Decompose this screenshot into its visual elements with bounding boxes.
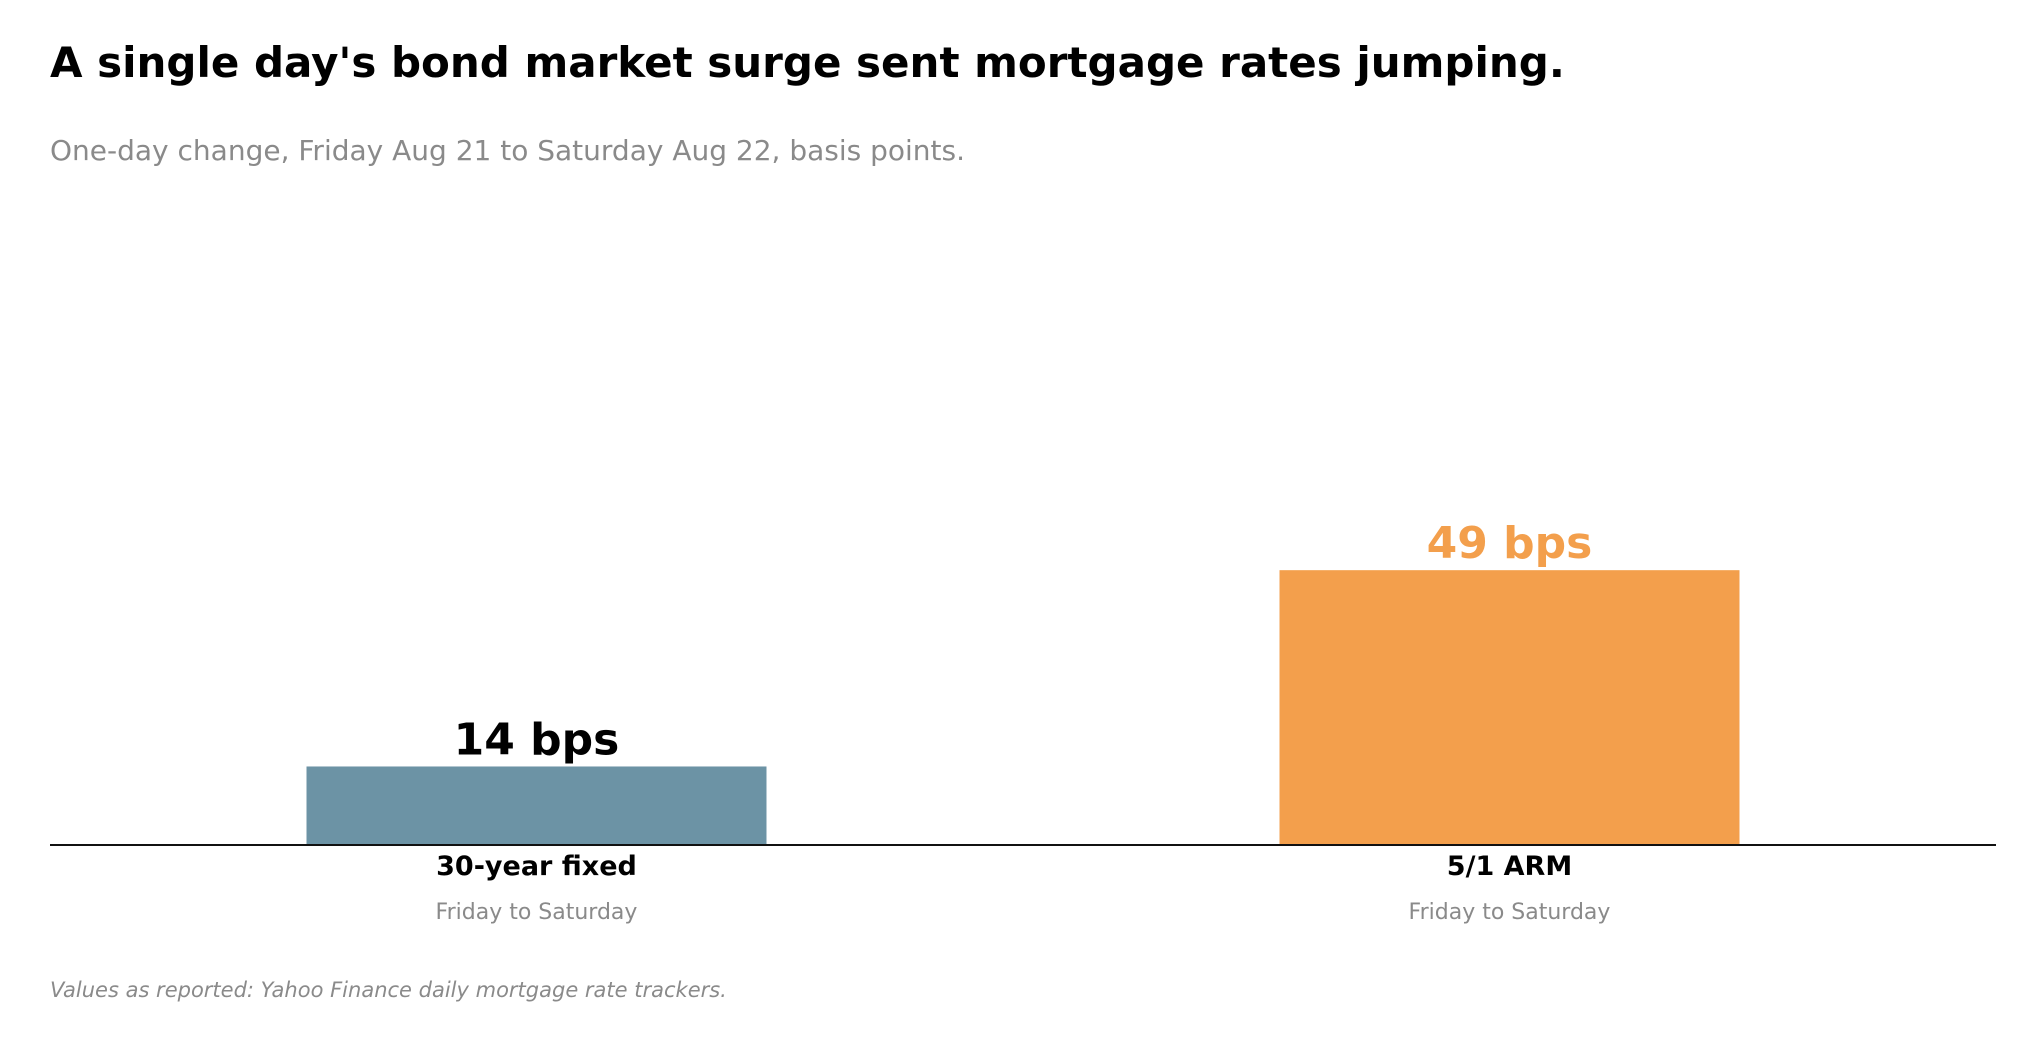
category-label-1: 5/1 ARM xyxy=(1447,851,1572,882)
chart-title: A single day's bond market surge sent mo… xyxy=(50,38,1565,87)
bar-1 xyxy=(1279,570,1740,845)
chart-subtitle: One-day change, Friday Aug 21 to Saturda… xyxy=(50,134,966,167)
category-sublabel-0: Friday to Saturday xyxy=(436,900,638,925)
bar-0 xyxy=(306,766,767,845)
category-label-0: 30-year fixed xyxy=(436,851,637,882)
source-footnote: Values as reported: Yahoo Finance daily … xyxy=(50,978,727,1002)
category-sublabel-1: Friday to Saturday xyxy=(1409,900,1611,925)
value-label-1: 49 bps xyxy=(1427,518,1593,569)
value-label-0: 14 bps xyxy=(454,714,620,765)
